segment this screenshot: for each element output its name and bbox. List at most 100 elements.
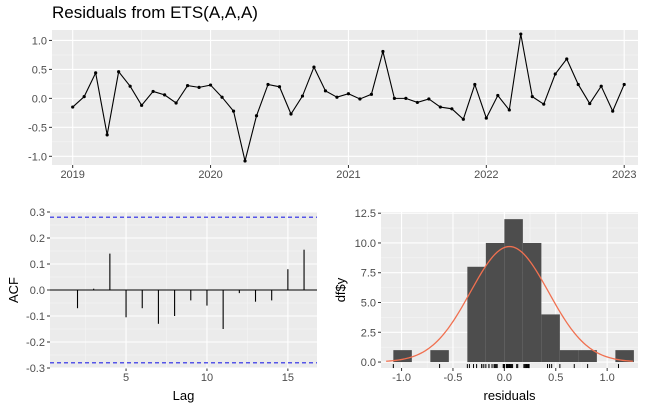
residual-point [277, 85, 282, 89]
histogram-panel: -1.0 -0.5 0.0 0.5 1.0 0.0 2.5 5.0 7.5 10.0 12.5 res… [333, 208, 638, 403]
residual-point [519, 32, 523, 36]
residual-point [231, 109, 236, 113]
y-tick-label: 0.0 [32, 93, 47, 105]
residual-point [197, 85, 201, 89]
residual-point [266, 82, 270, 87]
residual-point [254, 114, 259, 118]
residual-point [415, 100, 419, 105]
histogram-bar [522, 242, 542, 363]
y-tick-label: 2.5 [361, 327, 376, 339]
panel-background [52, 30, 638, 165]
residual-point [622, 82, 626, 87]
residual-point [576, 82, 580, 87]
residual-point [220, 95, 224, 99]
residual-point [496, 93, 500, 98]
y-tick-label: -0.5 [28, 122, 47, 134]
residual-point [208, 83, 213, 87]
residual-point [450, 107, 454, 111]
histogram-bar [485, 242, 505, 363]
residual-point [163, 93, 167, 97]
residual-point [94, 71, 98, 75]
y-tick-label: -0.1 [26, 311, 45, 323]
y-tick-label: 0.1 [30, 259, 45, 271]
residual-point [151, 89, 155, 94]
histogram-bar [393, 350, 412, 363]
y-tick-label: -1.0 [28, 151, 47, 163]
y-tick-label: 10.0 [355, 238, 376, 250]
x-tick-label: -1.0 [392, 372, 411, 384]
x-tick-label: 0.5 [548, 372, 563, 384]
residual-point [369, 92, 374, 96]
residual-point [553, 72, 557, 76]
residuals-panel: 2019 2020 2021 2022 2023 -1.0 -0.5 0.0 0.5 1.0 [28, 30, 638, 181]
y-axis-label: ACF [6, 277, 21, 303]
y-tick-label: 0.0 [30, 285, 45, 297]
residual-point [117, 70, 121, 74]
residual-point [438, 105, 442, 109]
histogram-bar [541, 314, 560, 363]
x-tick-label: 2022 [474, 169, 498, 181]
residual-point [484, 116, 488, 120]
y-tick-label: -0.3 [26, 363, 45, 375]
x-tick-label: 0.0 [497, 372, 512, 384]
histogram-bar [430, 350, 449, 363]
x-tick-label: 10 [201, 372, 213, 384]
residual-point [82, 95, 86, 99]
residual-point [312, 65, 316, 69]
x-tick-label: 1.0 [600, 372, 615, 384]
x-tick-label: 2020 [198, 169, 222, 181]
x-tick-label: -0.5 [443, 372, 462, 384]
chart-title: Residuals from ETS(A,A,A) [52, 3, 258, 22]
residual-point [323, 89, 328, 93]
residual-point [174, 101, 178, 105]
y-tick-label: 12.5 [355, 208, 376, 220]
residual-point [185, 84, 190, 88]
residual-point [346, 92, 351, 96]
y-tick-label: 1.0 [32, 35, 47, 47]
histogram-bar [615, 350, 634, 363]
histogram-bar [578, 350, 597, 363]
y-tick-label: 5.0 [361, 298, 376, 310]
y-tick-label: 0.2 [30, 233, 45, 245]
residual-point [358, 97, 362, 101]
y-tick-label: 0.0 [361, 357, 376, 369]
residual-point [335, 95, 339, 99]
residual-point [507, 108, 511, 112]
residual-point [599, 84, 603, 88]
residual-point [381, 49, 385, 54]
x-tick-label: 2023 [612, 169, 636, 181]
residual-point [427, 97, 431, 101]
residual-point [565, 57, 569, 61]
residual-point [289, 112, 293, 116]
residual-point [542, 102, 546, 106]
x-tick-label: 5 [123, 372, 129, 384]
x-axis-label: residuals [483, 388, 536, 403]
residual-point [461, 117, 465, 121]
residual-point [243, 159, 247, 163]
residual-point [71, 105, 75, 109]
residual-point [105, 133, 109, 137]
y-tick-label: 0.5 [32, 64, 47, 76]
acf-panel: 5 10 15 -0.3 -0.2 -0.1 0.0 0.1 0.2 0.3 Lag ACF [6, 207, 317, 403]
residual-point [530, 95, 534, 99]
x-axis-label: Lag [173, 388, 195, 403]
residual-point [140, 103, 144, 107]
y-tick-label: -0.2 [26, 337, 45, 349]
y-tick-label: 0.3 [30, 207, 45, 219]
residual-point [588, 101, 592, 106]
x-tick-label: 2021 [336, 169, 360, 181]
normal-curve [386, 245, 633, 362]
residual-point [473, 82, 477, 87]
histogram-bar [467, 266, 486, 363]
x-tick-label: 2019 [60, 169, 84, 181]
residual-point [392, 96, 396, 100]
residual-point [611, 109, 615, 113]
y-axis-label: df$y [333, 277, 348, 302]
histogram-bar [504, 219, 523, 363]
x-tick-label: 15 [282, 372, 294, 384]
residual-point [128, 84, 132, 88]
y-tick-label: 7.5 [361, 268, 376, 280]
residual-point [404, 96, 408, 100]
residual-point [300, 94, 305, 98]
